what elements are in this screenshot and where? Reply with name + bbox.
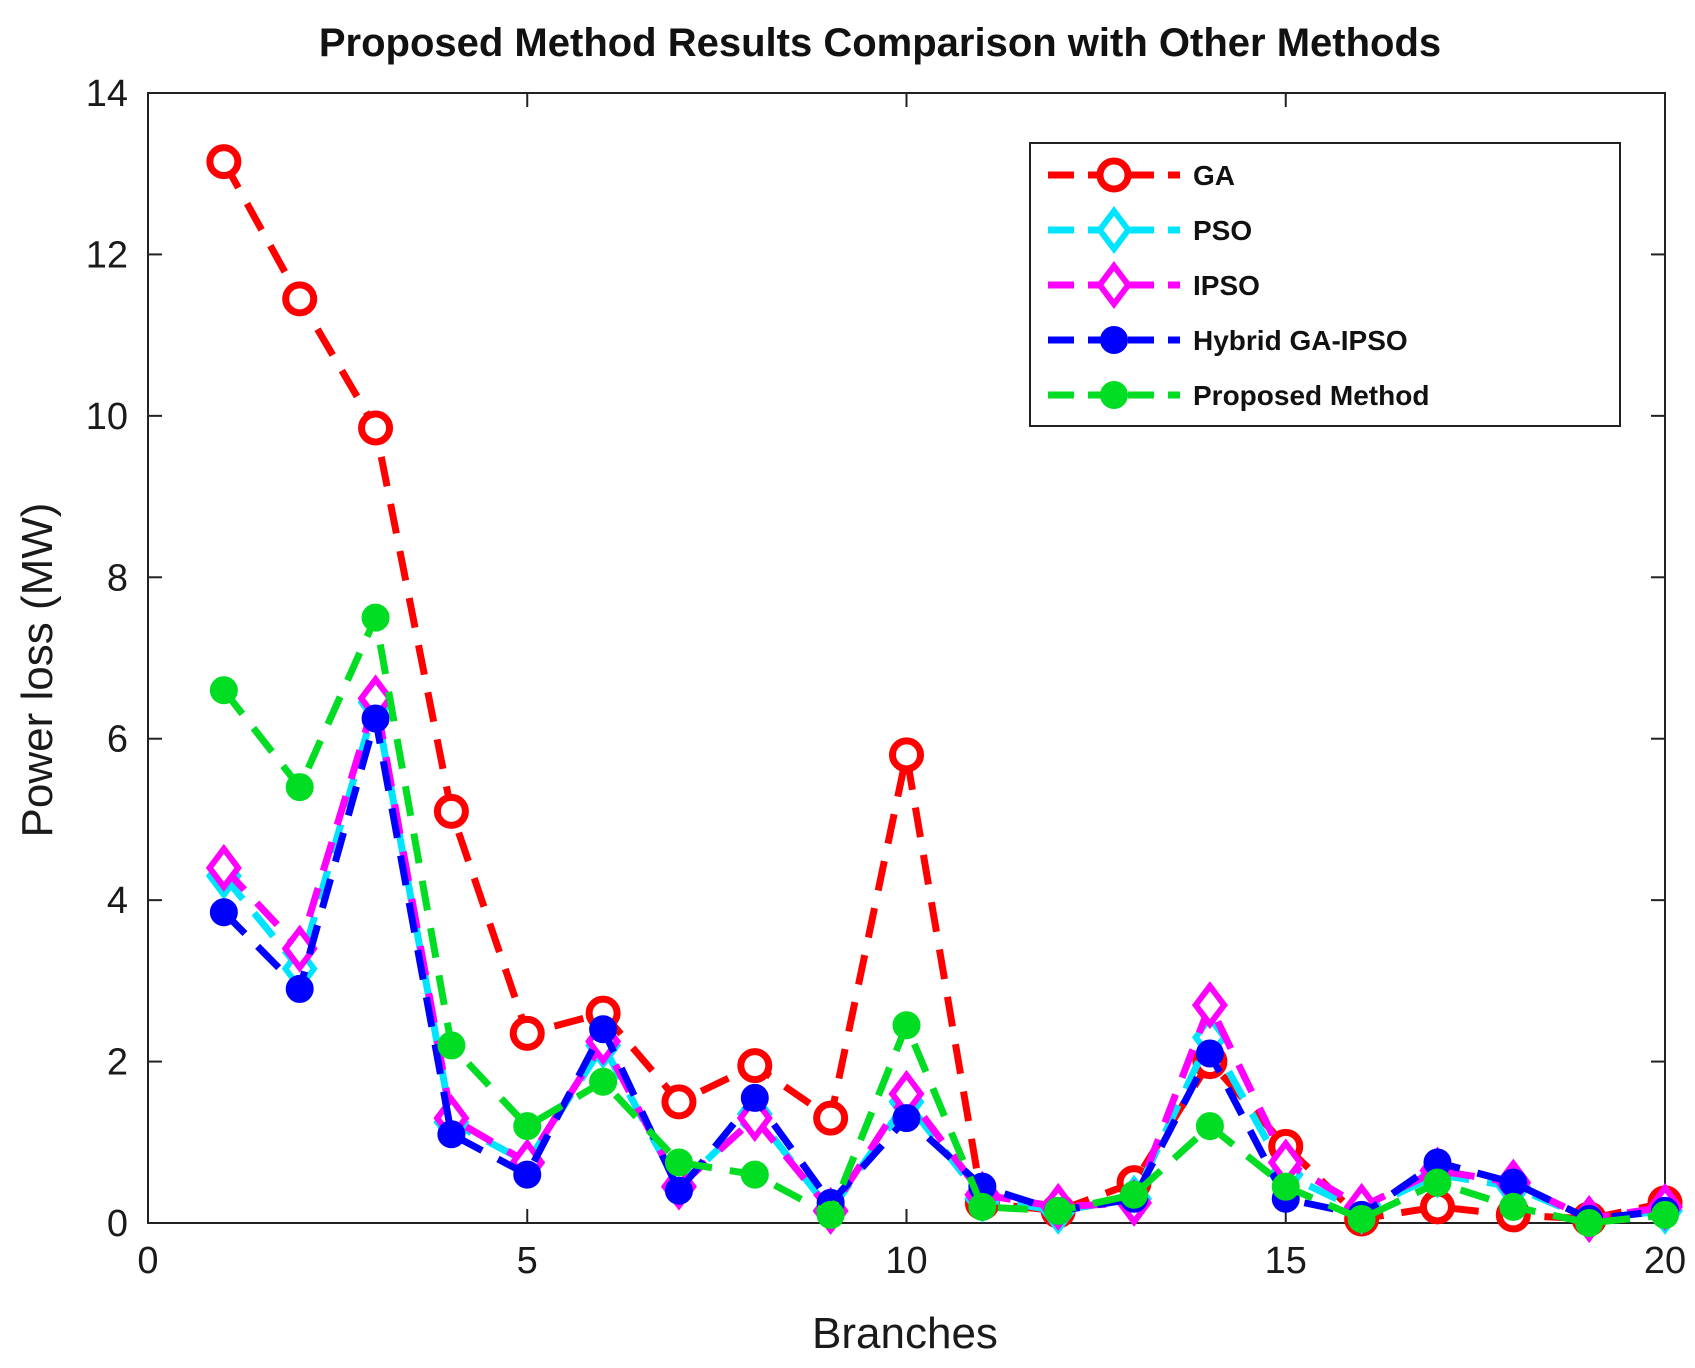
proposed-method-point [892, 1011, 921, 1040]
y-tick-label: 10 [86, 396, 128, 438]
proposed-method-point [361, 603, 390, 632]
series-line [221, 614, 1666, 1227]
ga-point [813, 1100, 849, 1136]
ga-point [433, 793, 469, 829]
ipso-point [205, 843, 242, 892]
hybrid-ga-ipso-point [740, 1083, 769, 1112]
x-tick-label: 0 [137, 1240, 158, 1282]
legend-label: IPSO [1193, 270, 1260, 301]
ga-point [358, 410, 394, 446]
proposed-method-point [513, 1112, 542, 1141]
proposed-method-point [968, 1192, 997, 1221]
series-proposed-method [209, 603, 1679, 1237]
ga-point [737, 1048, 773, 1084]
hybrid-ga-ipso-point [513, 1160, 542, 1189]
hybrid-ga-ipso-point [361, 704, 390, 733]
hybrid-ga-ipso-point [209, 898, 238, 927]
legend-pso-point [1096, 206, 1132, 254]
proposed-method-point [740, 1160, 769, 1189]
legend-proposed-method-point [1100, 381, 1128, 409]
legend-label: GA [1193, 160, 1235, 191]
ipso-point [1191, 981, 1228, 1030]
proposed-method-point [1347, 1204, 1376, 1233]
proposed-method-point [589, 1067, 618, 1096]
legend-label: PSO [1193, 215, 1252, 246]
hybrid-ga-ipso-point [664, 1176, 693, 1205]
proposed-method-point [1499, 1192, 1528, 1221]
legend: GA PSO IPSO Hybrid GA-IPSO Proposed Method [1029, 142, 1621, 427]
legend-ipso-point [1096, 261, 1132, 309]
proposed-method-point [1120, 1180, 1149, 1209]
x-tick-label: 5 [517, 1240, 538, 1282]
ga-point [206, 144, 242, 180]
proposed-method-point [1044, 1196, 1073, 1225]
hybrid-ga-ipso-point [1195, 1039, 1224, 1068]
proposed-method-point [1575, 1209, 1604, 1237]
legend-ga-point [1096, 157, 1132, 193]
hybrid-ga-ipso-point [285, 974, 314, 1003]
proposed-method-point [437, 1031, 466, 1060]
proposed-method-point [664, 1148, 693, 1177]
x-tick-label: 20 [1644, 1240, 1686, 1282]
y-tick-label: 2 [107, 1042, 128, 1084]
y-tick-label: 8 [107, 557, 128, 599]
y-tick-label: 12 [86, 234, 128, 276]
ga-point [282, 281, 318, 317]
proposed-method-point [1651, 1200, 1679, 1229]
series-line [221, 715, 1666, 1223]
hybrid-ga-ipso-point [1499, 1168, 1528, 1197]
proposed-method-point [1423, 1168, 1452, 1197]
hybrid-ga-ipso-point [437, 1120, 466, 1149]
legend-label: Hybrid GA-IPSO [1193, 325, 1408, 356]
x-tick-label: 15 [1265, 1240, 1307, 1282]
chart-title: Proposed Method Results Comparison with … [319, 21, 1441, 65]
proposed-method-point [285, 773, 314, 802]
y-axis-title: Power loss (MW) [13, 503, 62, 838]
hybrid-ga-ipso-point [589, 1015, 618, 1044]
ga-point [661, 1084, 697, 1120]
x-tick-label: 10 [885, 1240, 927, 1282]
ga-point [889, 737, 924, 773]
ga-point [509, 1015, 545, 1051]
y-tick-label: 14 [86, 73, 128, 115]
proposed-method-point [816, 1200, 845, 1229]
legend-label: Proposed Method [1193, 380, 1429, 411]
y-tick-label: 4 [107, 880, 128, 922]
proposed-method-point [209, 676, 238, 705]
proposed-method-point [1271, 1172, 1300, 1201]
hybrid-ga-ipso-point [892, 1104, 921, 1133]
x-axis-title: Branches [812, 1309, 998, 1358]
proposed-method-point [1195, 1112, 1224, 1141]
y-tick-label: 0 [107, 1203, 128, 1245]
plot-area: 0 5 10 15 20 0 2 4 6 8 10 12 14 [86, 73, 1686, 1282]
y-tick-label: 6 [107, 719, 128, 761]
legend-hybrid-ga-ipso-point [1100, 326, 1128, 354]
